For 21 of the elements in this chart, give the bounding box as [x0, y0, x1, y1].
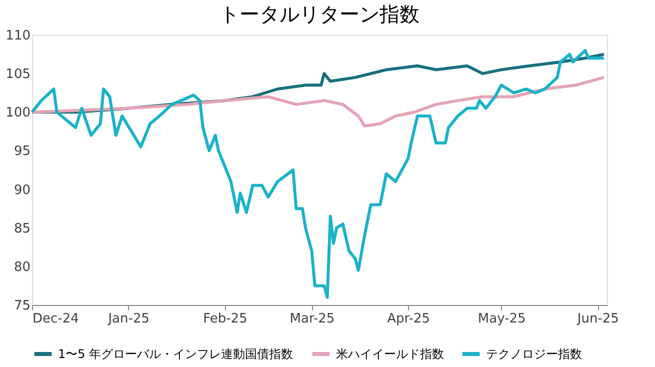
y-tick-label: 75 — [14, 298, 30, 314]
chart-title: トータルリターン指数 — [220, 2, 420, 26]
x-tick-label: May-25 — [478, 312, 526, 326]
legend-label: 1〜5 年グローバル・インフレ連動国債指数 — [58, 347, 294, 361]
y-tick-label: 80 — [14, 260, 30, 275]
line-series — [30, 76, 606, 128]
y-tick-label: 95 — [14, 144, 30, 160]
x-tick-label: Mar-25 — [290, 312, 335, 326]
x-tick-label: Feb-25 — [203, 312, 248, 326]
x-tick-label: Jun-25 — [576, 312, 619, 326]
line-series — [30, 48, 606, 299]
legend-label: テクノロジー指数 — [486, 347, 582, 361]
x-tick-label: Jan-25 — [107, 312, 150, 326]
y-tick-label: 90 — [14, 182, 30, 198]
y-tick-label: 110 — [6, 28, 30, 44]
x-tick-label: Apr-25 — [387, 312, 430, 326]
y-tick-label: 85 — [14, 221, 30, 236]
y-tick-label: 105 — [6, 67, 30, 82]
x-tick-label: Dec-24 — [32, 312, 79, 326]
y-tick-label: 100 — [6, 106, 30, 121]
legend-label: 米ハイイールド指数 — [336, 347, 444, 361]
